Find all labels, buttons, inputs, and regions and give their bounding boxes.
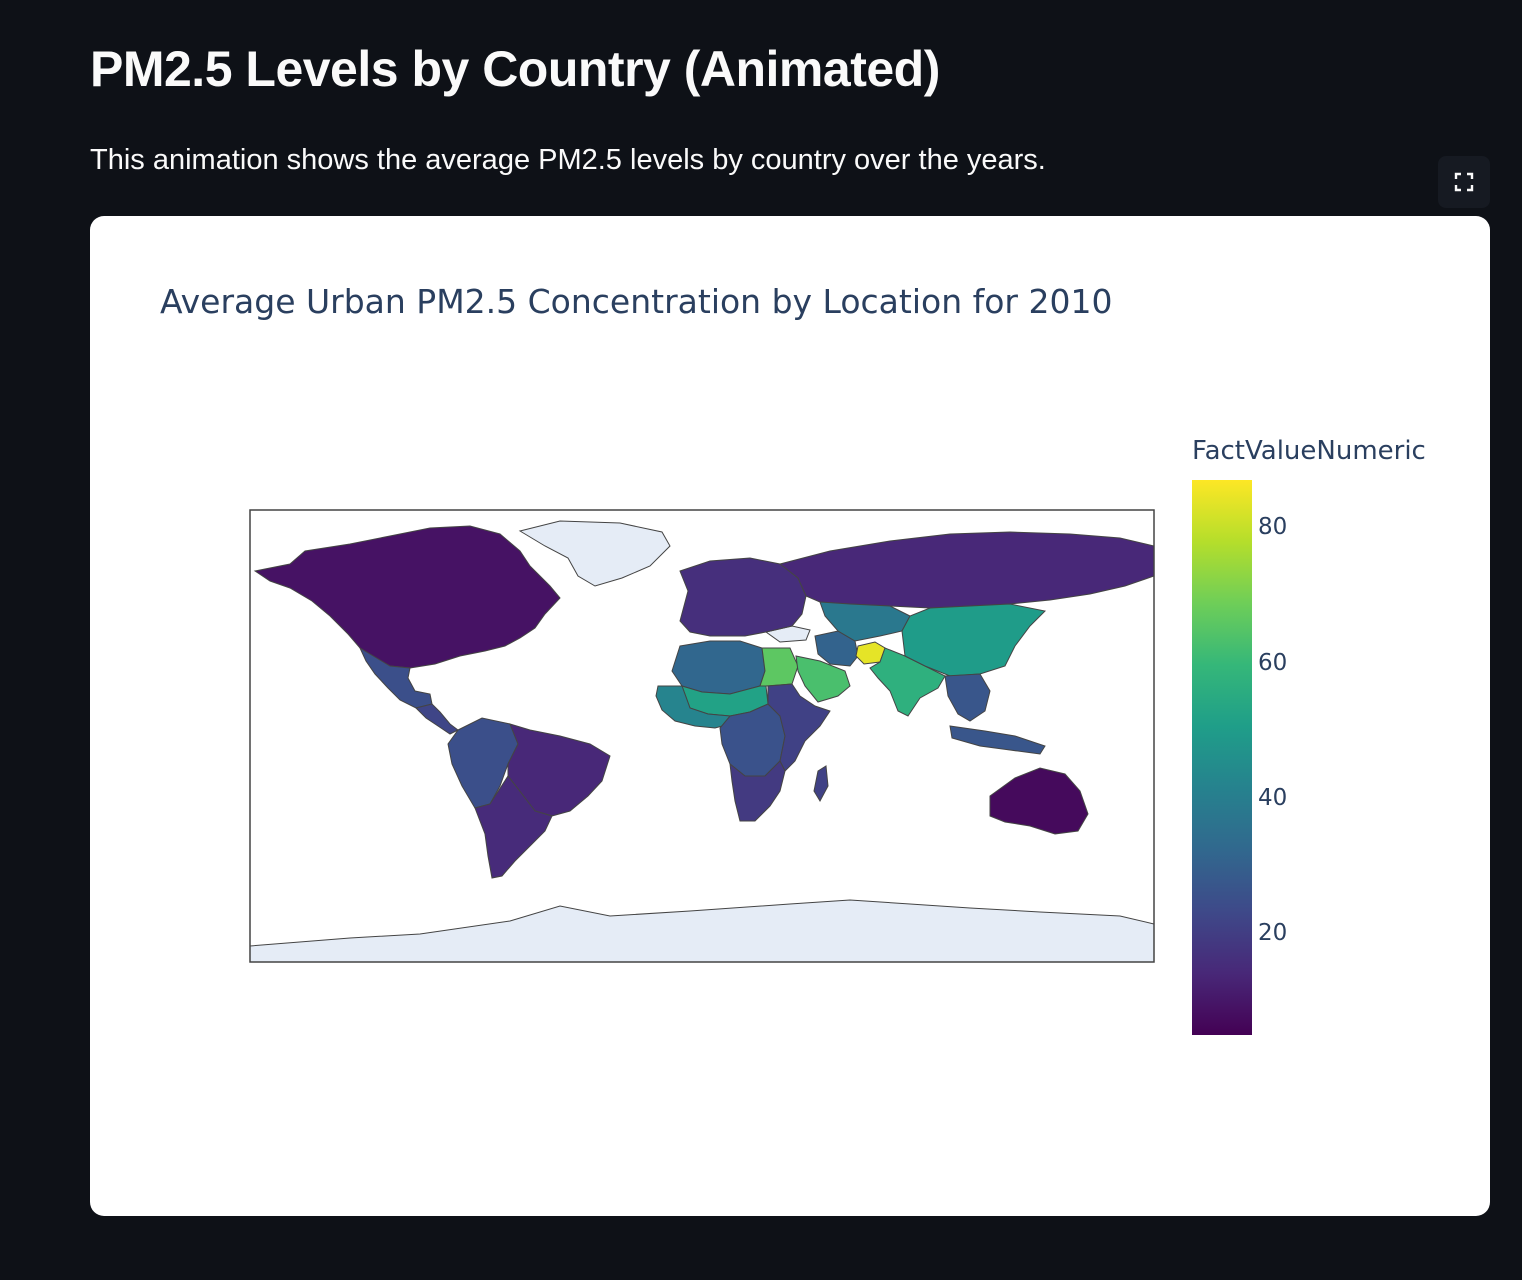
map-region-north-africa[interactable] — [671, 640, 766, 695]
colorbar-tick-label: 20 — [1258, 920, 1288, 947]
map-region-brazil[interactable] — [507, 723, 611, 817]
map-region-southeast-asia[interactable] — [944, 673, 991, 722]
map-land — [250, 520, 1154, 962]
colorbar-title: FactValueNumeric — [1192, 436, 1426, 466]
colorbar — [1192, 480, 1252, 1035]
map-region-north-america[interactable] — [253, 525, 561, 669]
map-region-australia[interactable] — [989, 767, 1089, 835]
map-region-east-africa[interactable] — [767, 683, 831, 772]
chart-title: Average Urban PM2.5 Concentration by Loc… — [160, 282, 1113, 321]
colorbar-gradient — [1192, 480, 1252, 1035]
map-region-antarctica[interactable] — [250, 899, 1154, 962]
colorbar-tick-label: 80 — [1258, 514, 1288, 541]
map-region-arabian-peninsula[interactable] — [795, 655, 851, 703]
map-region-southern-cone[interactable] — [474, 775, 553, 879]
colorbar-tick-label: 60 — [1258, 649, 1288, 676]
map-region-southern-africa[interactable] — [729, 760, 786, 822]
map-region-madagascar[interactable] — [813, 765, 829, 803]
map-region-egypt[interactable] — [759, 647, 799, 687]
map-region-china[interactable] — [901, 603, 1047, 677]
fullscreen-icon — [1454, 172, 1474, 192]
world-map[interactable] — [90, 216, 1490, 1216]
map-region-andean-south-america[interactable] — [447, 717, 519, 809]
fullscreen-button[interactable] — [1438, 156, 1490, 208]
map-region-indonesia[interactable] — [949, 725, 1046, 755]
page-description: This animation shows the average PM2.5 l… — [90, 144, 1046, 176]
map-region-central-asia[interactable] — [819, 601, 911, 642]
colorbar-tick-label: 40 — [1258, 785, 1288, 812]
page-title: PM2.5 Levels by Country (Animated) — [90, 41, 940, 97]
chart-container[interactable]: Average Urban PM2.5 Concentration by Loc… — [90, 216, 1490, 1216]
map-region-greenland[interactable] — [518, 520, 671, 587]
map-frame — [249, 509, 1155, 963]
map-region-europe[interactable] — [679, 557, 807, 637]
